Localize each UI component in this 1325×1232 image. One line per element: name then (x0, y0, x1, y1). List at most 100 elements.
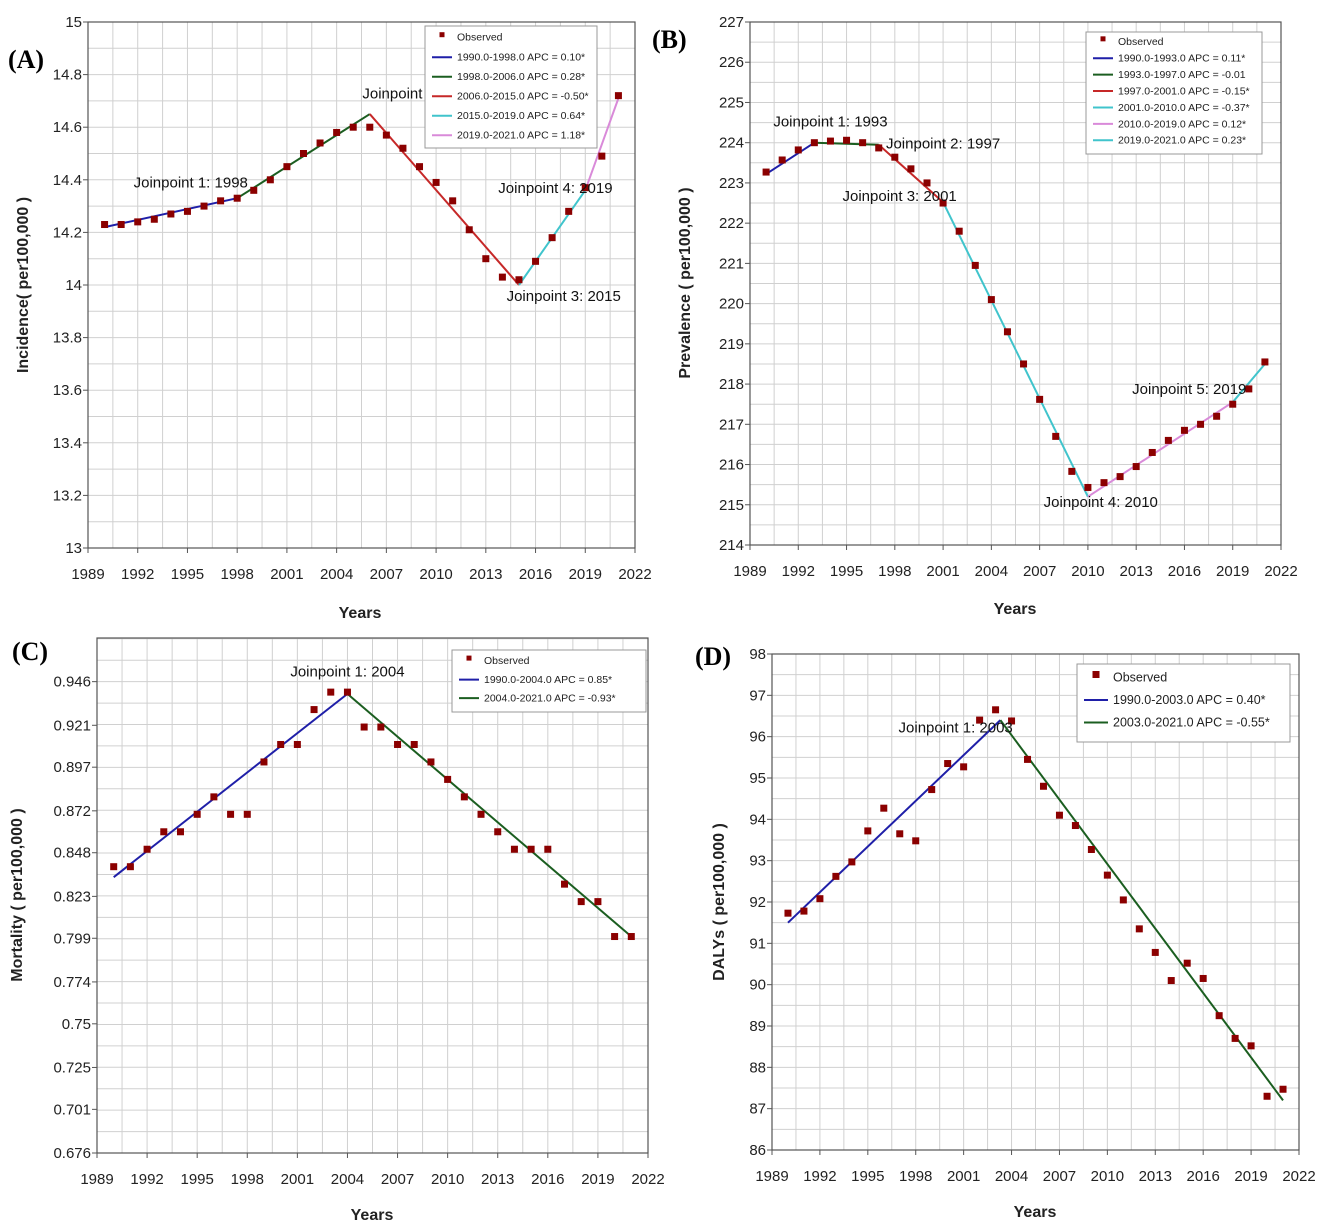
observed-point (1055, 811, 1063, 819)
trend-segment (346, 693, 632, 938)
x-tick-label: 2013 (1119, 563, 1152, 580)
y-tick-label: 14.2 (53, 224, 82, 241)
joinpoint-label: Joinpoint 5: 2019 (1132, 381, 1246, 398)
legend-observed-label: Observed (1118, 36, 1164, 48)
x-tick-label: 2019 (569, 566, 602, 583)
observed-point (316, 139, 324, 147)
observed-point (762, 168, 770, 176)
observed-point (848, 858, 856, 866)
gridlines (96, 638, 649, 1154)
observed-point (432, 178, 440, 186)
observed-point (960, 763, 968, 771)
joinpoint-label: Joinpoint 4: 2019 (498, 180, 612, 197)
observed-point (477, 810, 485, 818)
x-tick-label: 2001 (947, 1168, 980, 1185)
observed-point (243, 810, 251, 818)
y-tick-label: 86 (749, 1142, 766, 1159)
x-tick-label: 2019 (1234, 1168, 1267, 1185)
y-tick-label: 14.6 (53, 119, 82, 136)
trend-segment (787, 719, 1002, 924)
joinpoint-label: Joinpoint 1: 1993 (773, 114, 887, 131)
y-tick-label: 0.725 (53, 1059, 91, 1076)
y-axis-title: Prevalence ( per100,000 ) (677, 187, 694, 378)
chart-panel-4: (D) 1989 1992 1995 1998 2001 2004 2007 2010 2013 2… (695, 642, 1316, 1221)
observed-point (101, 221, 109, 229)
legend-observed-marker (1100, 36, 1106, 42)
observed-point (907, 165, 915, 173)
observed-point (1052, 432, 1060, 440)
x-tick-label: 2007 (370, 566, 403, 583)
legend-entry-label: 1993.0-1997.0 APC = -0.01 (1118, 69, 1246, 81)
legend-observed-label: Observed (1113, 671, 1167, 685)
y-tick-label: 88 (749, 1059, 766, 1076)
observed-point (832, 872, 840, 880)
observed-point (515, 276, 523, 284)
y-tick-label: 0.823 (53, 888, 91, 905)
observed-point (293, 740, 301, 748)
observed-point (548, 234, 556, 242)
observed-point (126, 863, 134, 871)
observed-point (1039, 782, 1047, 790)
observed-point (110, 863, 118, 871)
observed-point (482, 255, 490, 263)
observed-point (176, 828, 184, 836)
observed-point (1229, 400, 1237, 408)
y-tick-label: 217 (719, 416, 744, 433)
x-axis-title: Years (351, 1207, 394, 1224)
observed-point (544, 845, 552, 853)
x-tick-label: 1992 (121, 566, 154, 583)
observed-point (614, 92, 622, 100)
legend-box (451, 649, 647, 713)
x-tick-label: 1989 (755, 1168, 788, 1185)
y-tick-label: 218 (719, 376, 744, 393)
observed-point (1197, 420, 1205, 428)
x-tick-label: 2007 (1043, 1168, 1076, 1185)
x-axis-title: Years (339, 605, 382, 622)
observed-point (494, 828, 502, 836)
trend-segment (1087, 401, 1234, 498)
x-tick-label: 2001 (281, 1171, 314, 1188)
legend-box (1076, 663, 1291, 743)
observed-point (167, 210, 175, 218)
trend-segment (942, 201, 1089, 498)
observed-point (1068, 467, 1076, 475)
observed-point (1008, 717, 1016, 725)
legend-entry-label: 1990.0-2003.0 APC = 0.40* (1113, 693, 1266, 707)
legend-entry-label: 2006.0-2015.0 APC = -0.50* (457, 91, 589, 103)
observed-point (333, 128, 341, 136)
observed-point (928, 786, 936, 794)
panel-letter: (B) (652, 25, 687, 54)
observed-point (784, 909, 792, 917)
y-tick-label: 227 (719, 14, 744, 31)
x-tick-label: 2004 (975, 563, 1008, 580)
y-tick-label: 13.8 (53, 330, 82, 347)
panel-letter: (A) (8, 45, 44, 74)
x-tick-label: 2016 (519, 566, 552, 583)
y-tick-label: 216 (719, 457, 744, 474)
x-tick-label: 1995 (180, 1171, 213, 1188)
trend-segment (765, 141, 815, 175)
y-tick-label: 13.4 (53, 435, 82, 452)
observed-point (565, 207, 573, 215)
trend-segment (369, 113, 520, 286)
legend-entry-label: 1990.0-2004.0 APC = 0.85* (484, 674, 612, 686)
y-tick-label: 0.701 (53, 1101, 91, 1118)
observed-point (1103, 871, 1111, 879)
observed-point (360, 723, 368, 731)
joinpoint-label: Joinpoint 1: 1998 (134, 175, 248, 192)
y-tick-label: 0.848 (53, 845, 91, 862)
observed-point (449, 197, 457, 205)
y-tick-label: 89 (749, 1018, 766, 1035)
x-tick-label: 1995 (851, 1168, 884, 1185)
observed-point (377, 723, 385, 731)
legend-entry-label: 2001.0-2010.0 APC = -0.37* (1118, 102, 1250, 114)
y-tick-label: 13.2 (53, 487, 82, 504)
y-tick-label: 15 (65, 14, 82, 31)
legend-entry-label: 2003.0-2021.0 APC = -0.55* (1113, 716, 1270, 730)
y-tick-label: 98 (749, 646, 766, 663)
observed-point (465, 226, 473, 234)
observed-point (200, 202, 208, 210)
observed-point (1003, 328, 1011, 336)
observed-point (880, 804, 888, 812)
observed-point (1116, 473, 1124, 481)
